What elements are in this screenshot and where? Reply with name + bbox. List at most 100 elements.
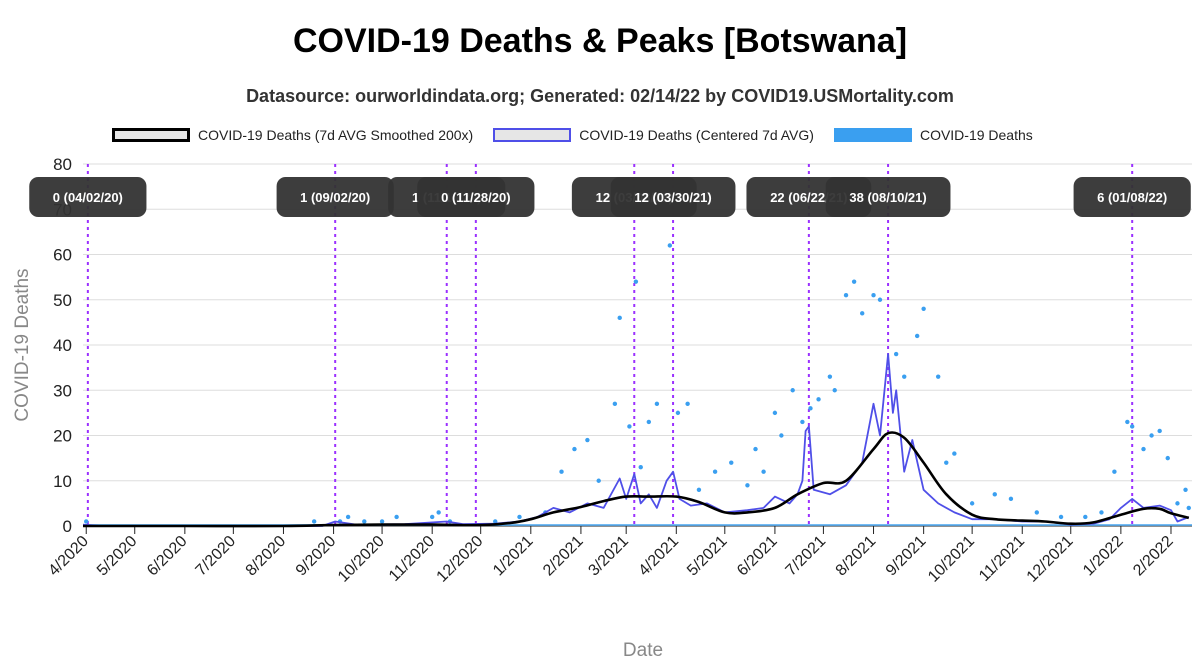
- x-tick-label: 6/2020: [144, 533, 191, 580]
- x-tick-label: 3/2021: [585, 533, 632, 580]
- legend-swatch-deaths: [833, 128, 912, 142]
- deaths-point: [394, 514, 399, 520]
- x-tick-label: 9/2021: [883, 533, 930, 580]
- deaths-point: [1083, 514, 1088, 520]
- deaths-point: [761, 469, 766, 474]
- deaths-point: [832, 388, 837, 393]
- x-tick-label: 12/2021: [1024, 533, 1077, 586]
- deaths-point: [646, 419, 652, 425]
- deaths-point: [745, 483, 750, 488]
- legend-item-smoothed[interactable]: COVID-19 Deaths (7d AVG Smoothed 200x): [112, 127, 473, 143]
- peak-label-box: [417, 177, 535, 217]
- peak-label-box: [276, 177, 394, 217]
- legend-swatch-smoothed: [112, 128, 190, 142]
- peak-label: 38 (08/10/21): [825, 177, 951, 217]
- peak-label-text: 12 (03/30/21): [634, 190, 711, 205]
- deaths-point: [654, 401, 660, 407]
- x-tick-label: 4/2021: [636, 533, 683, 580]
- y-tick-label: 80: [53, 155, 72, 174]
- legend-label-deaths: COVID-19 Deaths: [919, 127, 1033, 143]
- deaths-point: [667, 243, 673, 248]
- y-tick-label: 20: [53, 427, 72, 446]
- deaths-point: [952, 451, 957, 456]
- deaths-point: [992, 492, 997, 497]
- x-tick-label: 2/2022: [1130, 533, 1177, 580]
- deaths-point: [772, 410, 778, 416]
- y-axis-title: COVID-19 Deaths: [12, 268, 33, 421]
- deaths-point: [675, 410, 681, 416]
- x-tick-label: 8/2020: [243, 533, 290, 580]
- y-tick-label: 40: [53, 336, 72, 355]
- deaths-point: [1157, 428, 1162, 434]
- deaths-point: [1186, 505, 1191, 511]
- series-layer: [82, 243, 1192, 528]
- deaths-point: [753, 446, 758, 452]
- peak-label-text: 38 (08/10/21): [849, 190, 926, 205]
- x-axis: 4/2020 5/2020 6/2020 7/2020 8/2020 9/202010/2…: [45, 525, 1192, 586]
- x-tick-label: 10/2020: [335, 533, 388, 586]
- deaths-point: [893, 351, 899, 357]
- x-tick-label: 2/2021: [540, 533, 587, 580]
- grid-layer: [83, 163, 1192, 527]
- deaths-point: [1129, 424, 1135, 429]
- deaths-point: [84, 519, 89, 524]
- deaths-point: [1175, 501, 1180, 506]
- x-tick-label: 11/2020: [386, 533, 438, 585]
- peak-label: 0 (04/02/20): [29, 177, 147, 217]
- deaths-point: [935, 374, 941, 379]
- deaths-point: [1008, 496, 1014, 502]
- deaths-point: [1165, 455, 1170, 461]
- deaths-point: [800, 419, 805, 425]
- deaths-point: [493, 519, 498, 524]
- deaths-point: [311, 519, 317, 524]
- deaths-point: [429, 514, 435, 520]
- peak-label-box: [1073, 177, 1191, 217]
- legend: COVID-19 Deaths (7d AVG Smoothed 200x) C…: [112, 124, 1053, 146]
- x-tick-label: 1/2022: [1080, 533, 1127, 580]
- deaths-point: [559, 469, 564, 474]
- x-tick-label: 6/2021: [734, 533, 781, 580]
- deaths-point: [685, 401, 690, 407]
- deaths-point: [638, 464, 643, 470]
- deaths-point: [633, 279, 639, 284]
- deaths-point: [345, 514, 351, 520]
- y-tick-label: 0: [63, 517, 72, 536]
- peak-label-text: 1 (09/02/20): [300, 190, 370, 205]
- legend-item-centered-avg[interactable]: COVID-19 Deaths (Centered 7d AVG): [493, 127, 814, 143]
- x-tick-label: 7/2021: [783, 533, 830, 580]
- legend-item-deaths[interactable]: COVID-19 Deaths: [833, 127, 1033, 143]
- deaths-point: [851, 279, 857, 284]
- deaths-point: [729, 460, 734, 465]
- smoothed-line: [83, 431, 1190, 528]
- x-tick-label: 12/2020: [434, 533, 487, 586]
- deaths-point: [969, 501, 975, 506]
- centered-avg-line: [82, 353, 1190, 527]
- deaths-point: [1125, 419, 1130, 425]
- legend-swatch-centered-avg: [493, 128, 572, 142]
- peak-label: 12 (03/30/21): [610, 177, 736, 217]
- deaths-point: [816, 397, 821, 402]
- deaths-point: [572, 446, 577, 452]
- deaths-point: [1183, 487, 1188, 492]
- legend-label-centered-avg: COVID-19 Deaths (Centered 7d AVG): [579, 127, 814, 143]
- y-tick-label: 10: [53, 472, 72, 491]
- deaths-point: [696, 487, 702, 492]
- deaths-point: [827, 374, 833, 379]
- deaths-point: [877, 297, 883, 302]
- deaths-point: [790, 388, 795, 393]
- peak-label: 0 (11/28/20): [417, 177, 535, 217]
- peak-label-text: 6 (01/08/22): [1097, 190, 1167, 205]
- peak-label-box: [610, 177, 736, 217]
- peak-label-text: 0 (04/02/20): [53, 190, 123, 205]
- deaths-point: [1099, 510, 1104, 515]
- chart-title: COVID-19 Deaths & Peaks [Botswana]: [292, 22, 908, 60]
- peak-label: 1 (09/02/20): [276, 177, 394, 217]
- deaths-point: [627, 424, 632, 429]
- deaths-point: [585, 437, 590, 443]
- deaths-point: [436, 510, 441, 515]
- deaths-point: [944, 460, 949, 465]
- x-tick-label: 11/2021: [976, 533, 1028, 585]
- x-tick-label: 5/2020: [94, 533, 141, 580]
